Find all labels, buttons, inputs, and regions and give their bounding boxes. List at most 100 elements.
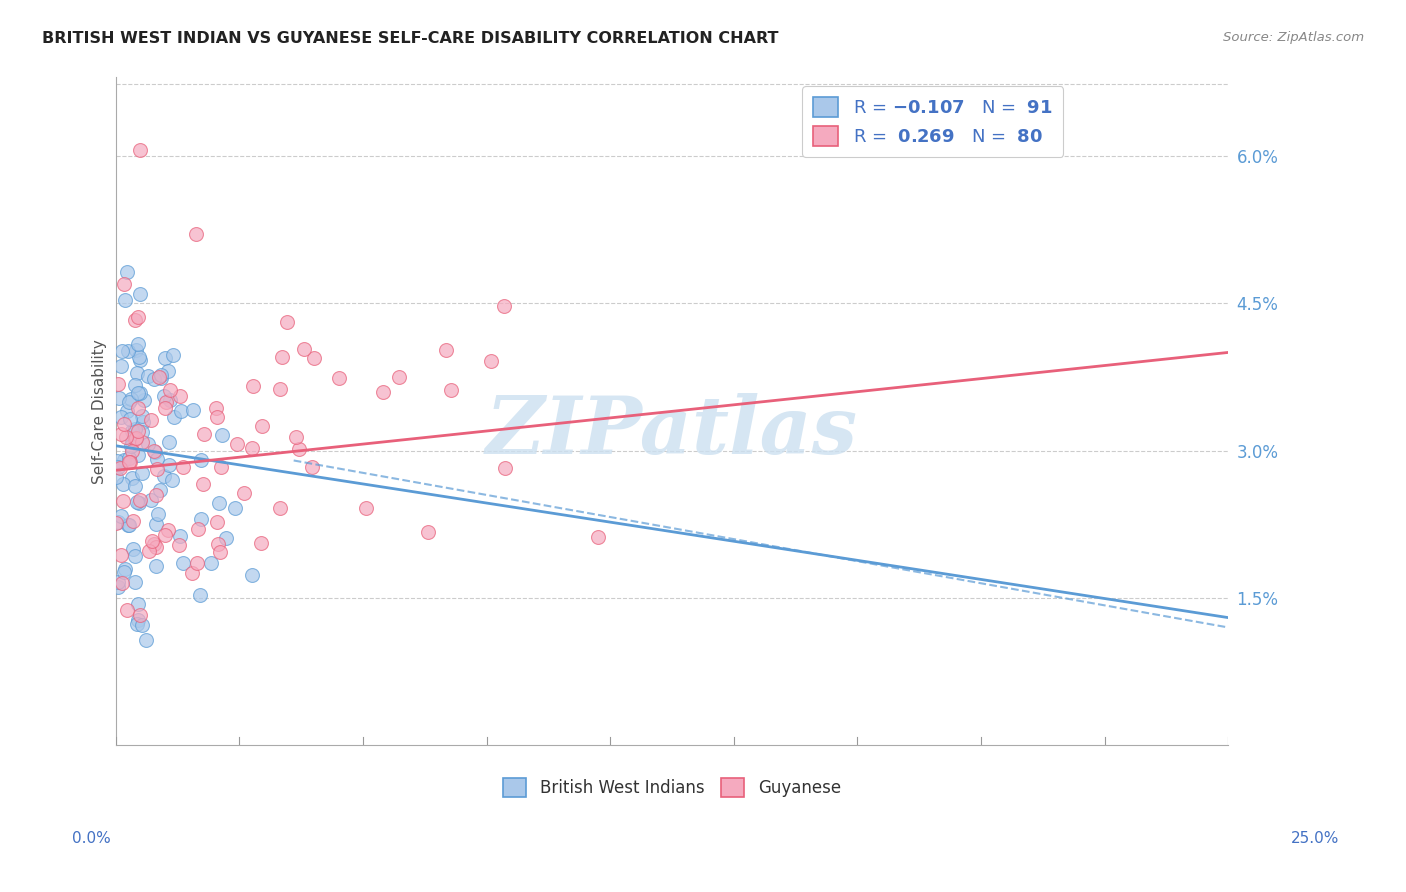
Point [143, 537, 166, 551]
Point [125, 366, 148, 380]
Point [207, 537, 229, 551]
Point [205, 410, 228, 425]
Text: 0.0%: 0.0% [72, 831, 111, 846]
Point [284, 430, 307, 444]
Point [127, 401, 149, 416]
Point [120, 439, 142, 453]
Point [269, 382, 291, 396]
Point [108, 460, 131, 475]
Point [167, 538, 190, 552]
Point [209, 459, 232, 474]
Point [146, 462, 169, 476]
Point [162, 473, 184, 487]
Point [153, 527, 176, 541]
Point [301, 460, 323, 475]
Point [157, 458, 180, 472]
Point [127, 617, 149, 632]
Point [270, 350, 292, 364]
Point [107, 377, 129, 392]
Point [142, 372, 165, 386]
Point [204, 401, 226, 416]
Point [292, 343, 315, 357]
Point [105, 454, 128, 468]
Point [131, 425, 153, 439]
Point [117, 343, 139, 358]
Point [159, 383, 181, 397]
Point [121, 542, 143, 557]
Point [114, 293, 136, 307]
Point [190, 512, 212, 526]
Point [108, 392, 131, 406]
Point [110, 426, 132, 441]
Point [124, 479, 146, 493]
Point [124, 575, 146, 590]
Point [479, 354, 502, 368]
Point [250, 419, 273, 434]
Point [157, 434, 180, 449]
Point [153, 351, 176, 366]
Point [162, 410, 184, 425]
Point [145, 488, 167, 502]
Point [129, 143, 152, 157]
Point [494, 299, 516, 313]
Point [128, 386, 150, 401]
Point [207, 515, 229, 529]
Point [111, 343, 134, 358]
Point [128, 350, 150, 364]
Point [225, 436, 247, 450]
Point [131, 409, 153, 424]
Point [118, 517, 141, 532]
Point [127, 310, 149, 324]
Point [172, 556, 194, 570]
Point [183, 403, 205, 417]
Point [112, 493, 135, 508]
Point [153, 469, 176, 483]
Point [111, 476, 134, 491]
Point [112, 417, 135, 431]
Point [118, 455, 141, 469]
Point [156, 364, 179, 378]
Point [211, 427, 233, 442]
Point [145, 558, 167, 573]
Point [240, 441, 263, 455]
Point [141, 534, 163, 549]
Point [107, 580, 129, 594]
Point [215, 531, 238, 545]
Point [191, 477, 214, 491]
Point [170, 403, 193, 417]
Point [115, 404, 138, 418]
Point [187, 522, 209, 536]
Point [149, 368, 172, 382]
Point [129, 352, 152, 367]
Point [115, 603, 138, 617]
Point [120, 455, 142, 469]
Point [169, 389, 191, 403]
Point [180, 566, 202, 580]
Point [141, 493, 163, 508]
Point [439, 383, 461, 397]
Point [138, 544, 160, 558]
Point [127, 598, 149, 612]
Point [159, 393, 181, 408]
Point [110, 359, 132, 373]
Point [120, 392, 142, 406]
Point [110, 548, 132, 562]
Point [114, 562, 136, 576]
Point [129, 287, 152, 301]
Point [118, 451, 141, 466]
Point [121, 470, 143, 484]
Point [121, 424, 143, 438]
Point [127, 424, 149, 438]
Point [190, 453, 212, 467]
Point [208, 496, 231, 510]
Point [131, 618, 153, 632]
Point [162, 348, 184, 362]
Point [127, 386, 149, 401]
Point [224, 500, 246, 515]
Point [131, 466, 153, 480]
Point [156, 523, 179, 537]
Text: BRITISH WEST INDIAN VS GUYANESE SELF-CARE DISABILITY CORRELATION CHART: BRITISH WEST INDIAN VS GUYANESE SELF-CAR… [42, 31, 779, 46]
Point [169, 529, 191, 543]
Point [146, 507, 169, 521]
Point [388, 370, 411, 384]
